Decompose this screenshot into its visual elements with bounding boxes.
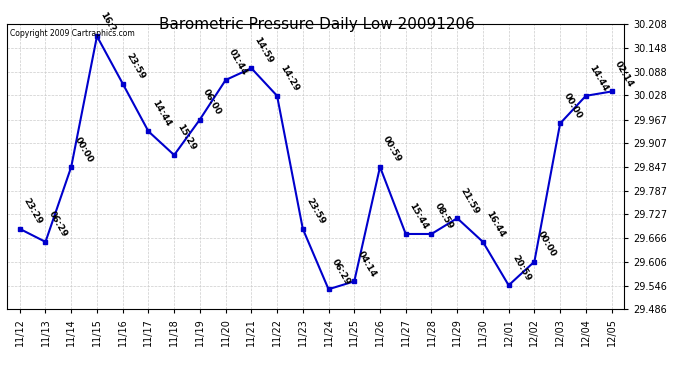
- Text: 23:59: 23:59: [124, 51, 146, 81]
- Text: 23:29: 23:29: [21, 196, 43, 226]
- Text: 16:44: 16:44: [484, 210, 506, 239]
- Text: 14:44: 14:44: [587, 63, 609, 93]
- Text: 06:29: 06:29: [330, 257, 352, 286]
- Text: 21:59: 21:59: [459, 186, 481, 215]
- Text: 08:59: 08:59: [433, 202, 455, 231]
- Text: 00:59: 00:59: [382, 135, 404, 164]
- Text: 06:00: 06:00: [201, 88, 223, 117]
- Text: 15:29: 15:29: [175, 123, 198, 152]
- Text: Copyright 2009 Cartraphics.com: Copyright 2009 Cartraphics.com: [10, 28, 135, 38]
- Text: 04:14: 04:14: [355, 249, 378, 279]
- Text: 02:14: 02:14: [613, 59, 635, 89]
- Text: 14:59: 14:59: [253, 36, 275, 65]
- Text: 00:00: 00:00: [72, 135, 95, 164]
- Text: Barometric Pressure Daily Low 20091206: Barometric Pressure Daily Low 20091206: [159, 17, 475, 32]
- Text: 00:00: 00:00: [535, 230, 558, 259]
- Text: 16:?: 16:?: [99, 10, 117, 33]
- Text: 01:44: 01:44: [227, 48, 249, 77]
- Text: 15:44: 15:44: [407, 202, 429, 231]
- Text: 14:44: 14:44: [150, 99, 172, 129]
- Text: 14:29: 14:29: [279, 63, 301, 93]
- Text: 20:59: 20:59: [510, 253, 532, 282]
- Text: 23:59: 23:59: [304, 196, 326, 226]
- Text: 00:00: 00:00: [562, 92, 583, 121]
- Text: 06:29: 06:29: [47, 210, 69, 239]
